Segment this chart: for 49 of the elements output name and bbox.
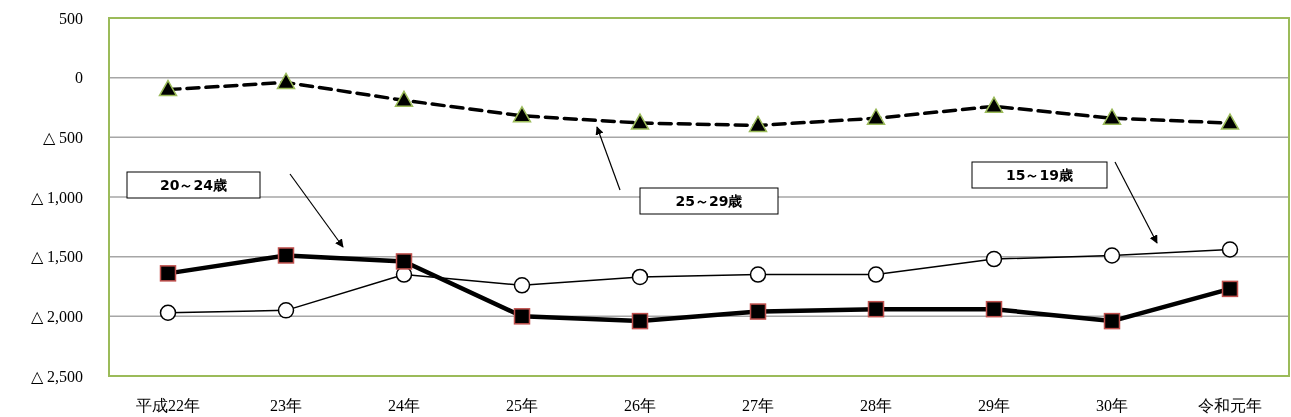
point [1221, 241, 1239, 258]
x-tick-label: 24年 [388, 397, 420, 414]
point [277, 247, 295, 264]
x-tick-label: 28年 [860, 397, 892, 414]
point [513, 308, 531, 325]
y-tick-label: △ 1,000 [31, 188, 83, 206]
x-tick-label: 29年 [978, 397, 1010, 414]
x-tick-label: 30年 [1096, 397, 1128, 414]
point [866, 108, 886, 125]
point [1103, 247, 1121, 264]
point [277, 302, 295, 319]
point [1221, 280, 1239, 298]
x-tick-label: 令和元年 [1198, 397, 1262, 414]
y-tick-label: △ 2,500 [31, 367, 83, 385]
point [631, 268, 649, 286]
point [159, 265, 177, 282]
x-tick-label: 26年 [624, 397, 656, 414]
point [394, 90, 414, 108]
text: 15～19歳 [1006, 166, 1073, 183]
y-tick-label: 0 [75, 69, 83, 87]
point [1103, 312, 1121, 330]
point [630, 113, 650, 130]
point [984, 96, 1004, 114]
x-tick-label: 27年 [742, 397, 774, 414]
text: 20～24歳 [160, 176, 227, 193]
point [512, 106, 532, 123]
point [1220, 113, 1240, 130]
text: 25～29歳 [675, 192, 743, 209]
y-tick-label: 500 [59, 9, 83, 27]
x-tick-label: 23年 [270, 397, 302, 414]
point [867, 266, 885, 283]
point [276, 72, 296, 90]
point [749, 266, 767, 283]
point [749, 303, 767, 320]
point [395, 253, 413, 270]
point [985, 250, 1003, 268]
point [867, 300, 885, 318]
point [158, 79, 178, 97]
y-tick-label: △ 1,500 [31, 248, 83, 266]
point [631, 312, 649, 330]
y-tick-label: △ 2,000 [31, 307, 83, 325]
point [159, 304, 177, 321]
y-tick-label: △ 500 [43, 128, 83, 146]
point [1102, 108, 1122, 125]
point [513, 277, 531, 294]
x-tick-label: 平成22年 [136, 397, 200, 414]
point [748, 115, 768, 133]
x-tick-label: 25年 [506, 397, 538, 414]
point [985, 300, 1003, 318]
